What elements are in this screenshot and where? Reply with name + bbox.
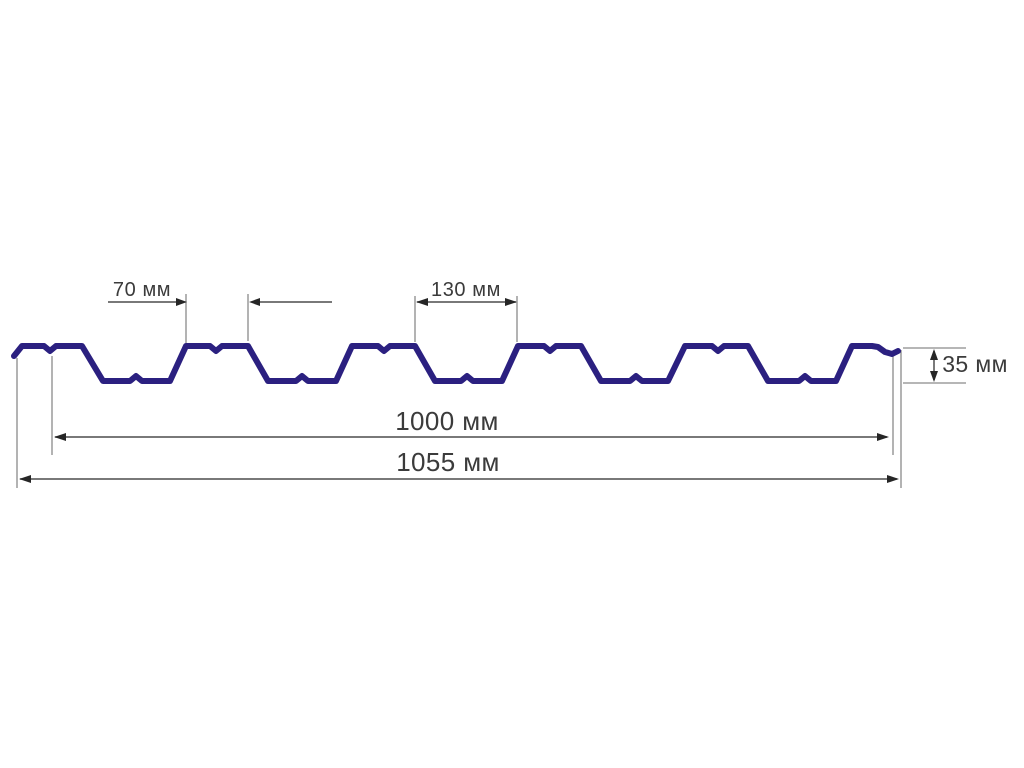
arrow-crest-right bbox=[176, 298, 187, 306]
label-valley-opening: 130 мм bbox=[431, 279, 501, 301]
arrowheads bbox=[19, 298, 938, 483]
arrow-height-bottom bbox=[930, 371, 938, 382]
arrow-valley-right bbox=[505, 298, 517, 306]
sheet-profile-outline bbox=[11, 343, 901, 384]
arrow-working-left bbox=[54, 433, 66, 441]
arrow-crest-left bbox=[249, 298, 260, 306]
arrow-valley-left bbox=[416, 298, 428, 306]
arrow-height-top bbox=[930, 349, 938, 360]
arrow-working-right bbox=[877, 433, 889, 441]
label-working-width: 1000 мм bbox=[395, 406, 499, 436]
extension-lines bbox=[16, 294, 966, 488]
label-profile-height: 35 мм bbox=[942, 351, 1008, 377]
arrow-overall-right bbox=[887, 475, 899, 483]
arrow-overall-left bbox=[19, 475, 31, 483]
label-crest-width: 70 мм bbox=[113, 279, 171, 301]
label-overall-width: 1055 мм bbox=[396, 447, 500, 477]
dimension-labels: 70 мм 130 мм 35 мм 1000 мм 1055 мм bbox=[113, 279, 1008, 477]
